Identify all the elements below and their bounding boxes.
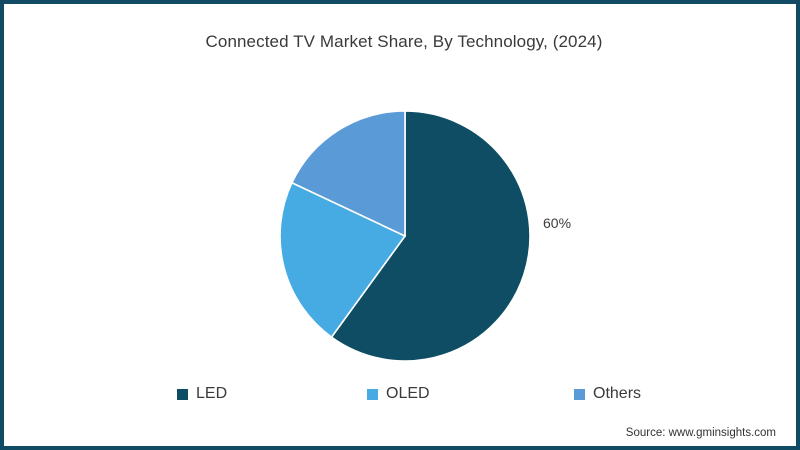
pie-slice-others[interactable]: [290, 110, 406, 238]
legend: LED OLED Others: [4, 383, 796, 405]
legend-swatch-icon-led: [177, 388, 188, 400]
legend-label-led: LED: [196, 385, 228, 402]
legend-label-others: Others: [593, 385, 642, 402]
pie-chart-svg: [279, 110, 531, 362]
source-note: Source: www.gminsights.com: [625, 427, 776, 439]
pie-slice-led[interactable]: [330, 110, 531, 362]
legend-item-oled[interactable]: OLED: [367, 383, 430, 405]
pie-chart: [279, 110, 531, 362]
legend-swatch-icon-others: [574, 388, 585, 400]
legend-item-led[interactable]: LED: [177, 383, 227, 405]
page-title: Connected TV Market Share, By Technology…: [205, 32, 603, 51]
pie-value-label-led: 60%: [543, 215, 572, 231]
legend-label-oled: OLED: [386, 385, 430, 402]
legend-item-others[interactable]: Others: [574, 383, 641, 405]
legend-swatch-icon-oled: [367, 388, 378, 400]
